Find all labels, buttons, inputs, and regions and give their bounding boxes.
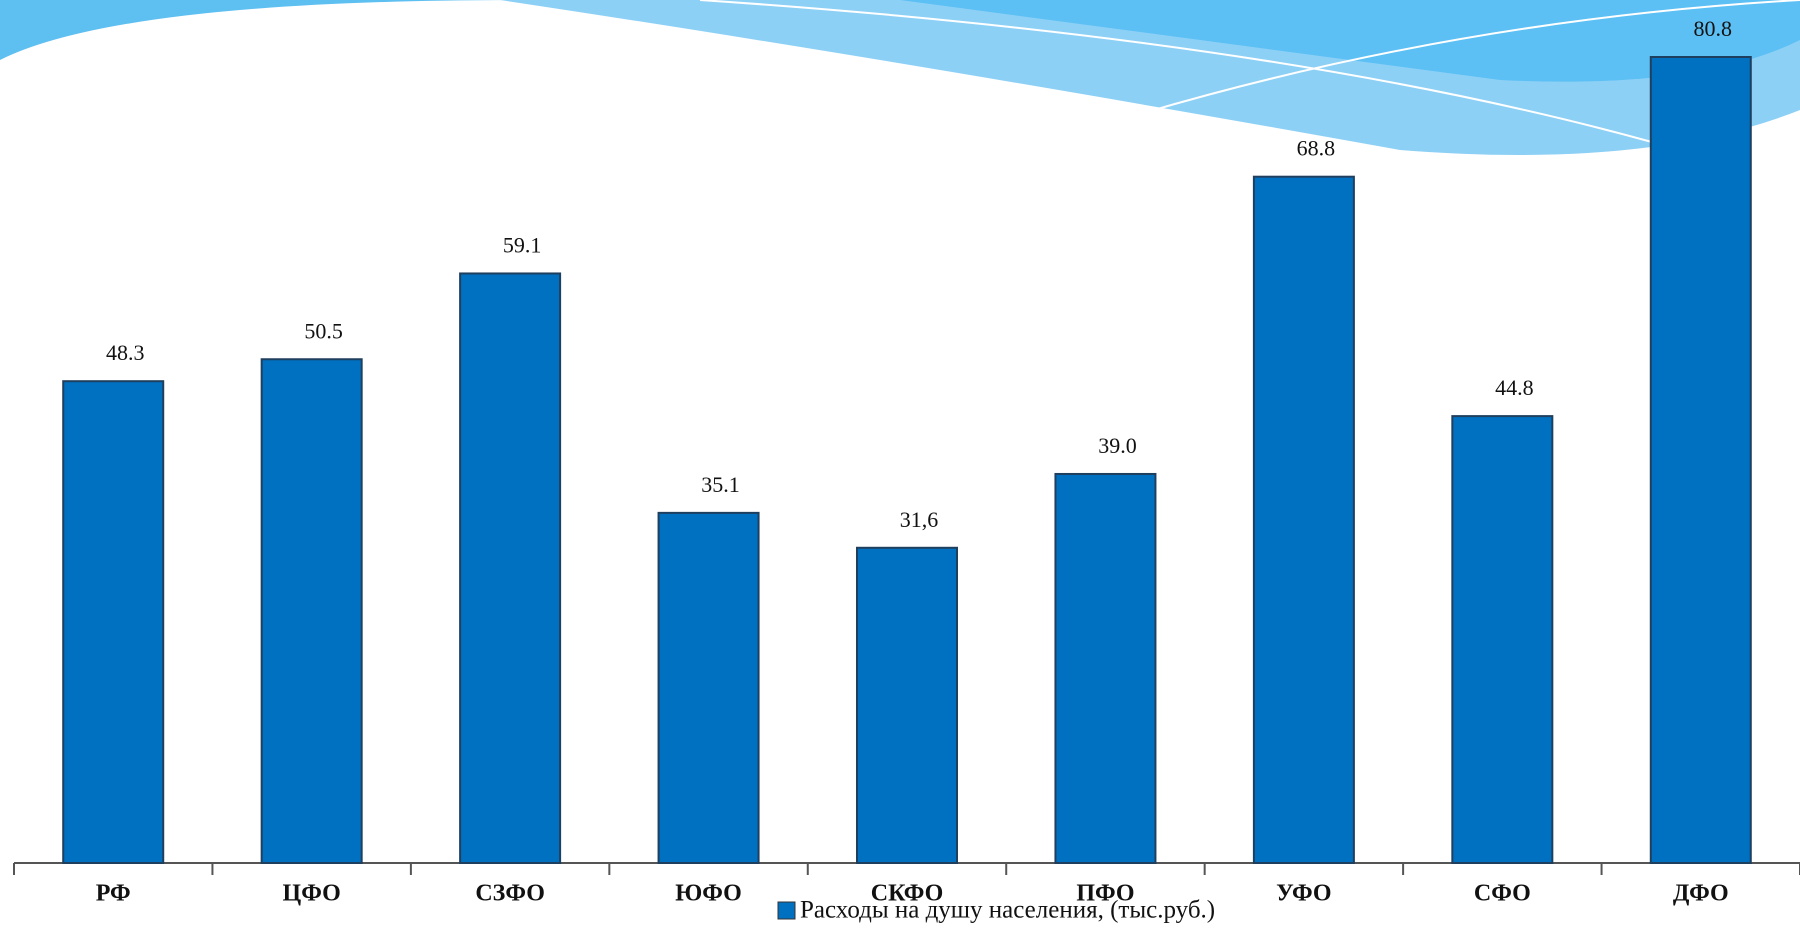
x-tick-label: ДФО <box>1673 881 1729 907</box>
legend-swatch <box>777 901 796 920</box>
x-tick-label: ПФО <box>1076 881 1134 907</box>
value-label: 39.0 <box>1098 433 1137 458</box>
value-label: 48.3 <box>106 340 145 365</box>
x-tick-label: СКФО <box>871 881 944 907</box>
legend-label: Расходы на душу населения, (тыс.руб.) <box>800 897 1215 924</box>
bar <box>1649 56 1752 864</box>
bar <box>459 272 562 864</box>
x-tick-label: ЮФО <box>675 881 742 907</box>
x-tick-label: ЦФО <box>283 881 341 907</box>
x-tick-label: УФО <box>1276 881 1331 907</box>
decor-wave <box>0 0 1800 155</box>
bar <box>260 358 363 864</box>
bar <box>657 511 760 865</box>
x-tick-label: СФО <box>1474 881 1531 907</box>
bar <box>1252 175 1355 865</box>
bar <box>62 380 165 864</box>
value-label: 31,6 <box>900 507 939 532</box>
bar <box>1054 472 1157 864</box>
x-tick-label: РФ <box>96 881 131 907</box>
value-label: 68.8 <box>1297 136 1336 161</box>
bar <box>1451 415 1554 864</box>
value-label: 50.5 <box>304 318 343 343</box>
legend: Расходы на душу населения, (тыс.руб.) <box>777 897 1215 924</box>
bar <box>856 546 958 864</box>
value-label: 35.1 <box>701 472 740 497</box>
value-label: 44.8 <box>1495 375 1534 400</box>
value-label: 80.8 <box>1694 16 1733 41</box>
x-tick-label: СЗФО <box>475 881 545 907</box>
value-label: 59.1 <box>503 233 542 258</box>
